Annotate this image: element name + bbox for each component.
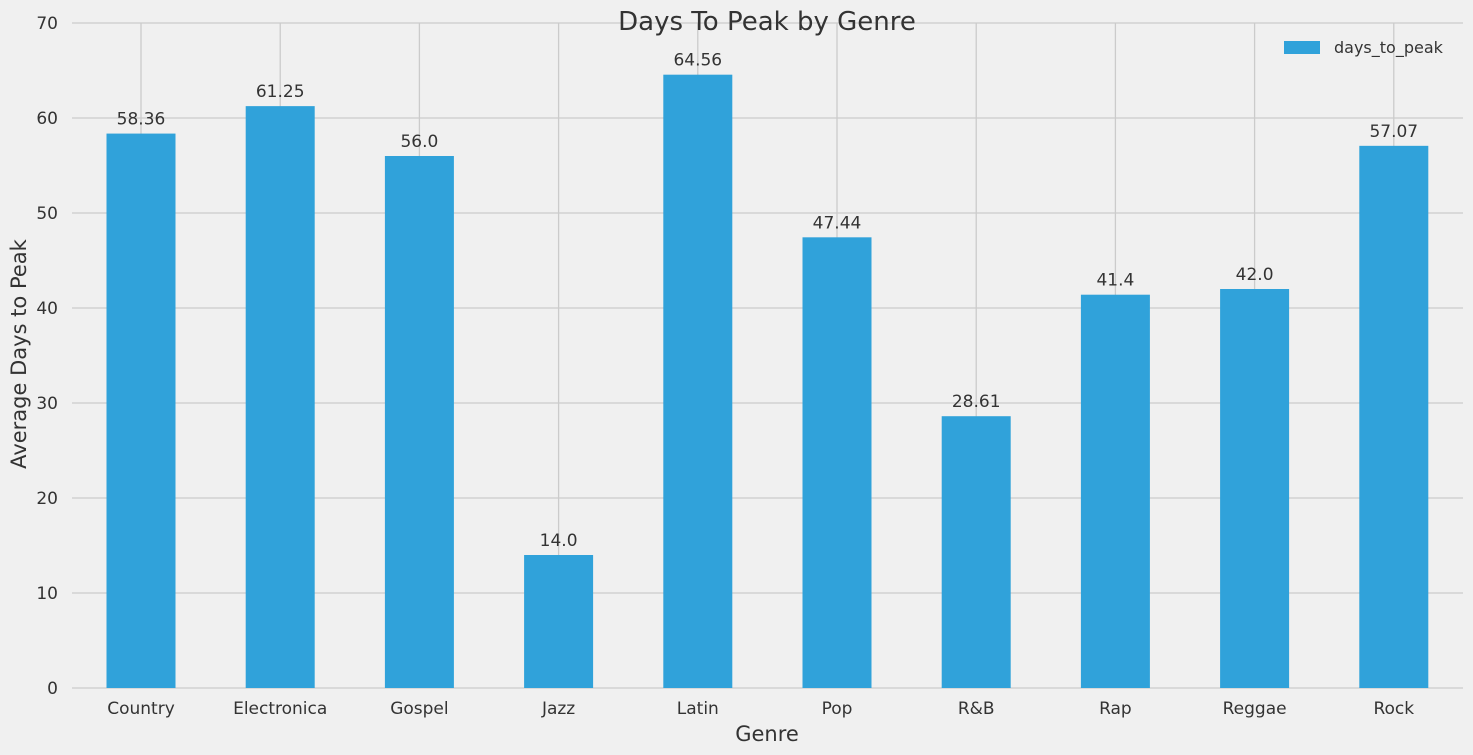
bar-value-label: 57.07	[1369, 122, 1418, 142]
y-tick-label: 10	[36, 584, 58, 604]
bar-value-label: 47.44	[813, 213, 862, 233]
x-tick-label: Reggae	[1223, 699, 1287, 719]
legend: days_to_peak	[1284, 38, 1444, 58]
bar-value-label: 58.36	[117, 110, 166, 130]
x-tick-label: Jazz	[541, 699, 575, 719]
y-axis-ticks: 0 10 20 30 40 50 60 70	[36, 14, 58, 699]
legend-label: days_to_peak	[1334, 38, 1444, 58]
bar	[106, 133, 176, 688]
bar	[1220, 289, 1290, 688]
bar	[941, 416, 1011, 688]
bar	[663, 74, 733, 689]
bar	[802, 237, 872, 688]
bar-value-label: 41.4	[1096, 271, 1134, 291]
y-tick-label: 30	[36, 394, 58, 414]
value-labels: 58.36 61.25 56.0 14.0 64.56 47.44 28.61 41.4 42.…	[117, 51, 1418, 551]
x-tick-label: Gospel	[390, 699, 448, 719]
x-tick-label: Rap	[1099, 699, 1132, 719]
bar	[524, 555, 594, 688]
y-tick-label: 40	[36, 299, 58, 319]
x-tick-label: Country	[107, 699, 175, 719]
x-tick-label: Rock	[1373, 699, 1414, 719]
chart-title: Days To Peak by Genre	[618, 7, 916, 37]
bar	[1359, 145, 1429, 688]
bar-value-label: 42.0	[1236, 265, 1274, 285]
x-tick-label: Electronica	[233, 699, 327, 719]
bar-value-label: 28.61	[952, 392, 1001, 412]
y-tick-label: 60	[36, 109, 58, 129]
y-tick-label: 50	[36, 204, 58, 224]
x-tick-label: Latin	[677, 699, 719, 719]
x-axis-ticks: Country Electronica Gospel Jazz Latin Pop R&B R…	[107, 699, 1414, 719]
y-tick-label: 20	[36, 489, 58, 509]
bar-value-label: 56.0	[400, 132, 438, 152]
x-tick-label: R&B	[958, 699, 995, 719]
bar	[1080, 294, 1150, 688]
bar-value-label: 61.25	[256, 82, 305, 102]
bar	[245, 106, 315, 688]
legend-swatch	[1284, 41, 1320, 54]
x-axis-title: Genre	[735, 722, 799, 746]
bar-value-label: 14.0	[540, 531, 578, 551]
bar	[384, 156, 454, 688]
bars	[106, 74, 1429, 689]
bar-value-label: 64.56	[673, 51, 722, 71]
x-tick-label: Pop	[822, 699, 853, 719]
y-tick-label: 0	[47, 679, 58, 699]
y-tick-label: 70	[36, 14, 58, 34]
y-axis-title: Average Days to Peak	[7, 238, 31, 468]
